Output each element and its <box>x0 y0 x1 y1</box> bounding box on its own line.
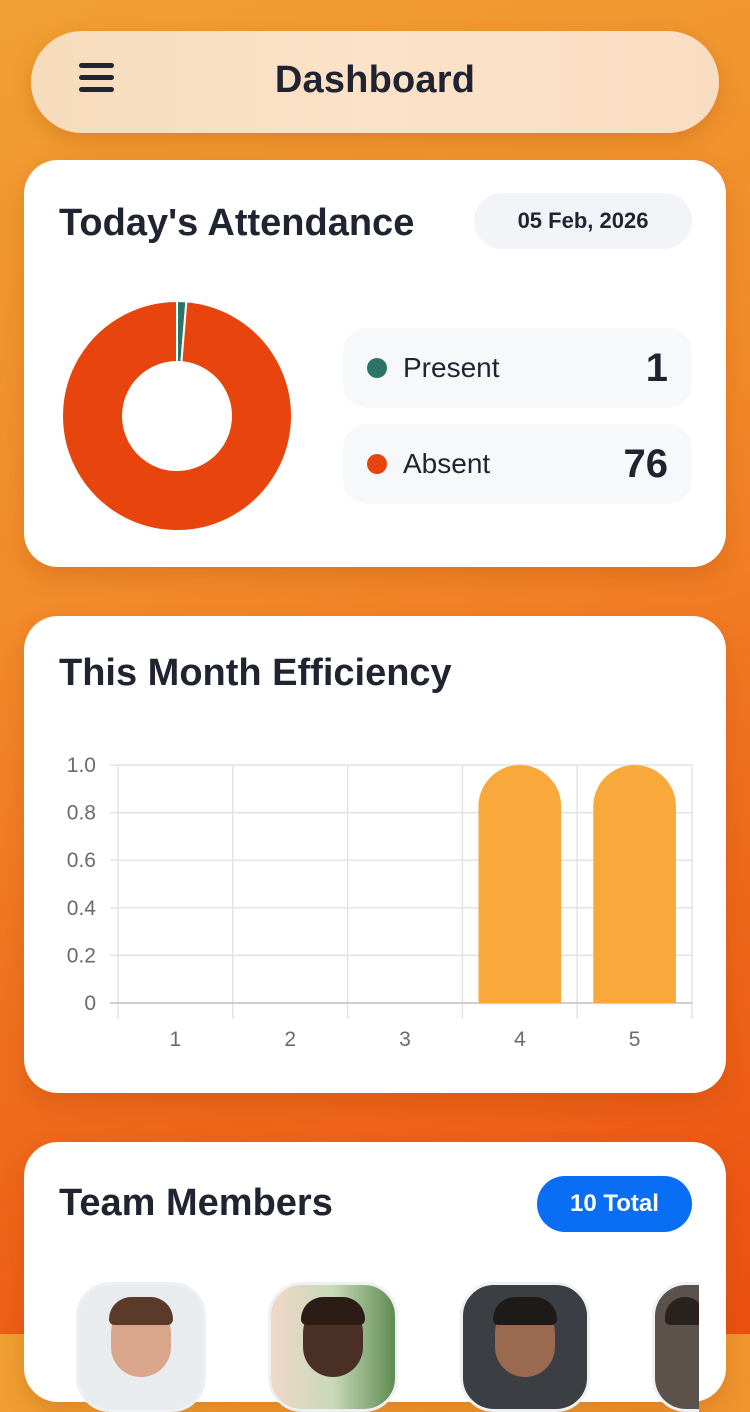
avatar[interactable] <box>460 1282 590 1412</box>
efficiency-bar-chart: 0 0.2 0.4 0.6 0.8 1.0 1 2 3 4 5 <box>67 754 693 1051</box>
x-tick-label: 1 <box>170 1028 182 1051</box>
team-total-badge[interactable]: 10 Total <box>537 1176 692 1232</box>
legend-present: Present 1 <box>343 328 692 408</box>
date-badge[interactable]: 05 Feb, 2026 <box>474 193 692 249</box>
y-tick-label: 0.6 <box>67 849 96 872</box>
attendance-title: Today's Attendance <box>59 202 415 244</box>
attendance-donut-chart <box>61 300 293 532</box>
absent-dot-icon <box>367 454 387 474</box>
x-tick-label: 2 <box>284 1028 296 1051</box>
x-tick-label: 5 <box>629 1028 641 1051</box>
y-tick-label: 0.2 <box>67 944 96 967</box>
y-tick-label: 0.4 <box>67 897 97 920</box>
bar-day-5[interactable] <box>593 765 676 1003</box>
team-title: Team Members <box>59 1182 333 1224</box>
avatar[interactable] <box>76 1282 206 1412</box>
y-tick-label: 0.8 <box>67 802 96 825</box>
y-tick-label: 1.0 <box>67 754 96 777</box>
app-header: Dashboard <box>31 31 719 133</box>
x-tick-label: 4 <box>514 1028 526 1051</box>
present-label: Present <box>403 352 500 383</box>
x-tick-label: 3 <box>399 1028 411 1051</box>
y-tick-label: 0 <box>84 992 96 1015</box>
absent-count: 76 <box>623 442 669 486</box>
attendance-card: Today's Attendance 05 Feb, 2026 Present … <box>24 160 726 567</box>
donut-slice-absent <box>61 300 293 532</box>
avatar[interactable] <box>268 1282 398 1412</box>
efficiency-card: This Month Efficiency 0 0.2 0.4 0.6 0.8 1.0 1 2… <box>24 616 726 1093</box>
page-title: Dashboard <box>274 59 476 101</box>
hamburger-menu-icon[interactable] <box>79 63 115 93</box>
team-card: Team Members 10 Total <box>24 1142 726 1412</box>
present-dot-icon <box>367 358 387 378</box>
bar-day-4[interactable] <box>478 765 562 1003</box>
present-count: 1 <box>645 346 668 390</box>
avatar[interactable] <box>652 1282 699 1412</box>
absent-label: Absent <box>403 448 491 479</box>
legend-absent: Absent 76 <box>343 424 692 504</box>
efficiency-title: This Month Efficiency <box>59 652 452 694</box>
